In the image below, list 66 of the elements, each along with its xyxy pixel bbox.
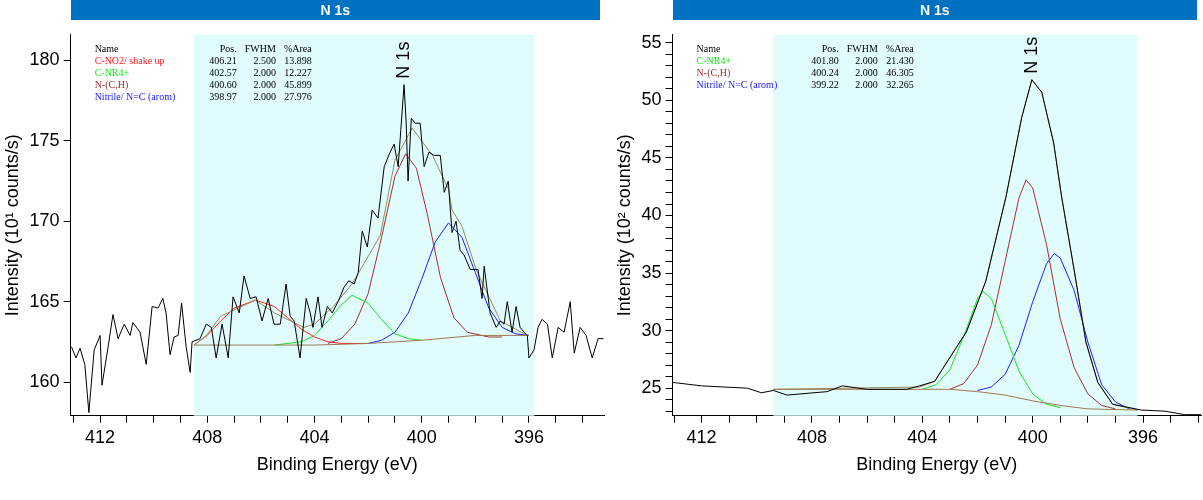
y-tick-label: 175 bbox=[29, 129, 60, 150]
x-axis-title: Binding Energy (eV) bbox=[856, 454, 1018, 475]
annotation: 398.97 bbox=[208, 90, 238, 103]
chart-title: N 1s bbox=[672, 0, 1197, 20]
annotation: Pos. bbox=[218, 42, 238, 55]
annotation: Name bbox=[93, 42, 120, 55]
y-tick-label: 160 bbox=[29, 371, 60, 392]
x-tick-label: 404 bbox=[907, 426, 938, 447]
text: C-NR4+ bbox=[695, 54, 733, 67]
annotation: 2.500 bbox=[252, 54, 277, 67]
text: Nitrile/ N=C (arom) bbox=[695, 78, 779, 91]
annotation: 12.227 bbox=[283, 66, 313, 79]
x-tick-label: 404 bbox=[299, 426, 330, 447]
annotation: 402.57 bbox=[208, 66, 238, 79]
y-tick-label: 35 bbox=[641, 262, 662, 283]
x-tick-label: 400 bbox=[406, 426, 437, 447]
annotation: Pos. bbox=[820, 42, 840, 55]
annotation: 2.000 bbox=[252, 78, 277, 91]
annotation: 27.976 bbox=[283, 90, 313, 103]
y-tick-label: 45 bbox=[641, 146, 662, 167]
x-tick-label: 412 bbox=[85, 426, 116, 447]
annotation: 400.60 bbox=[208, 78, 238, 91]
x-tick-label: 396 bbox=[513, 426, 544, 447]
y-tick-label: 170 bbox=[29, 210, 60, 231]
annotation: Name bbox=[695, 42, 722, 55]
x-tick-label: 408 bbox=[192, 426, 223, 447]
x-tick-label: 400 bbox=[1017, 426, 1048, 447]
annotation: %Area bbox=[884, 42, 915, 55]
annotation: 21.430 bbox=[885, 54, 915, 67]
annotation: N 1s bbox=[1020, 36, 1041, 74]
y-tick-label: 50 bbox=[641, 89, 662, 110]
x-tick-label: 396 bbox=[1128, 426, 1159, 447]
annotation: 2.000 bbox=[854, 54, 879, 67]
text: Nitrile/ N=C (arom) bbox=[93, 90, 177, 103]
annotation: 2.000 bbox=[252, 66, 277, 79]
annotation: 400.24 bbox=[810, 66, 840, 79]
y-tick-label: 180 bbox=[29, 49, 60, 70]
y-axis-title: Intensity (10¹ counts/s) bbox=[1, 134, 22, 317]
annotation: 32.265 bbox=[885, 78, 915, 91]
y-tick-label: 55 bbox=[641, 31, 662, 52]
annotation: 406.21 bbox=[208, 54, 238, 67]
y-tick-label: 40 bbox=[641, 204, 662, 225]
annotation: 2.000 bbox=[252, 90, 277, 103]
annotation: FWHM bbox=[243, 42, 277, 55]
annotation: 401.80 bbox=[810, 54, 840, 67]
annotation: 46.305 bbox=[885, 66, 915, 79]
y-tick-label: 165 bbox=[29, 290, 60, 311]
text: C-NR4+ bbox=[93, 66, 131, 79]
annotation: 45.899 bbox=[283, 78, 313, 91]
annotation: 399.22 bbox=[810, 78, 840, 91]
x-axis-title: Binding Energy (eV) bbox=[256, 454, 418, 475]
x-tick-label: 412 bbox=[686, 426, 717, 447]
text: C-NO2/ shake up bbox=[93, 54, 166, 67]
chart-title: N 1s bbox=[70, 0, 600, 20]
annotation: FWHM bbox=[845, 42, 879, 55]
y-tick-label: 30 bbox=[641, 319, 662, 340]
text: N-(C,H) bbox=[695, 66, 732, 79]
y-axis-title: Intensity (10² counts/s) bbox=[613, 134, 634, 317]
y-tick-label: 25 bbox=[641, 377, 662, 398]
x-tick-label: 408 bbox=[796, 426, 827, 447]
text: N-(C,H) bbox=[93, 78, 130, 91]
annotation: 13.898 bbox=[283, 54, 313, 67]
annotation: 2.000 bbox=[854, 66, 879, 79]
annotation: N 1s bbox=[393, 41, 414, 79]
annotation: %Area bbox=[282, 42, 313, 55]
annotation: 2.000 bbox=[854, 78, 879, 91]
